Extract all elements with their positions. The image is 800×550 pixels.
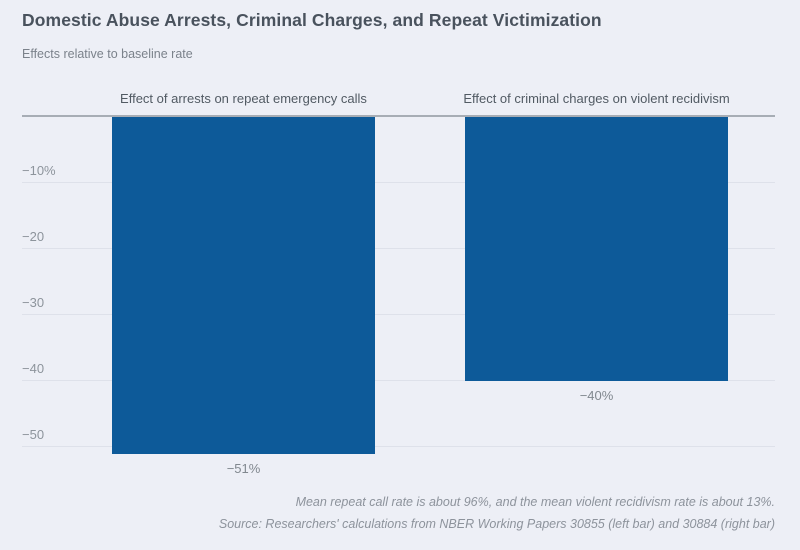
y-tick-label: −30 bbox=[22, 295, 45, 310]
gridline bbox=[22, 446, 775, 447]
bar-value-label: −40% bbox=[579, 388, 614, 403]
gridline bbox=[22, 314, 775, 315]
gridline bbox=[22, 380, 775, 381]
page-title: Domestic Abuse Arrests, Criminal Charges… bbox=[22, 10, 602, 30]
y-tick-label: −10% bbox=[22, 163, 56, 178]
zero-axis-line bbox=[22, 115, 775, 117]
source-text: Source: Researchers' calculations from N… bbox=[218, 517, 775, 531]
note-text: Mean repeat call rate is about 96%, and … bbox=[295, 495, 775, 509]
y-tick-label: −40 bbox=[22, 361, 45, 376]
bar bbox=[465, 117, 728, 381]
page-subtitle: Effects relative to baseline rate bbox=[22, 47, 193, 61]
category-label: Effect of arrests on repeat emergency ca… bbox=[120, 91, 367, 106]
gridline bbox=[22, 248, 775, 249]
y-tick-label: −20 bbox=[22, 229, 45, 244]
bar bbox=[112, 117, 375, 454]
gridline bbox=[22, 182, 775, 183]
y-tick-label: −50 bbox=[22, 427, 45, 442]
category-label: Effect of criminal charges on violent re… bbox=[463, 91, 730, 106]
bar-value-label: −51% bbox=[226, 461, 261, 476]
